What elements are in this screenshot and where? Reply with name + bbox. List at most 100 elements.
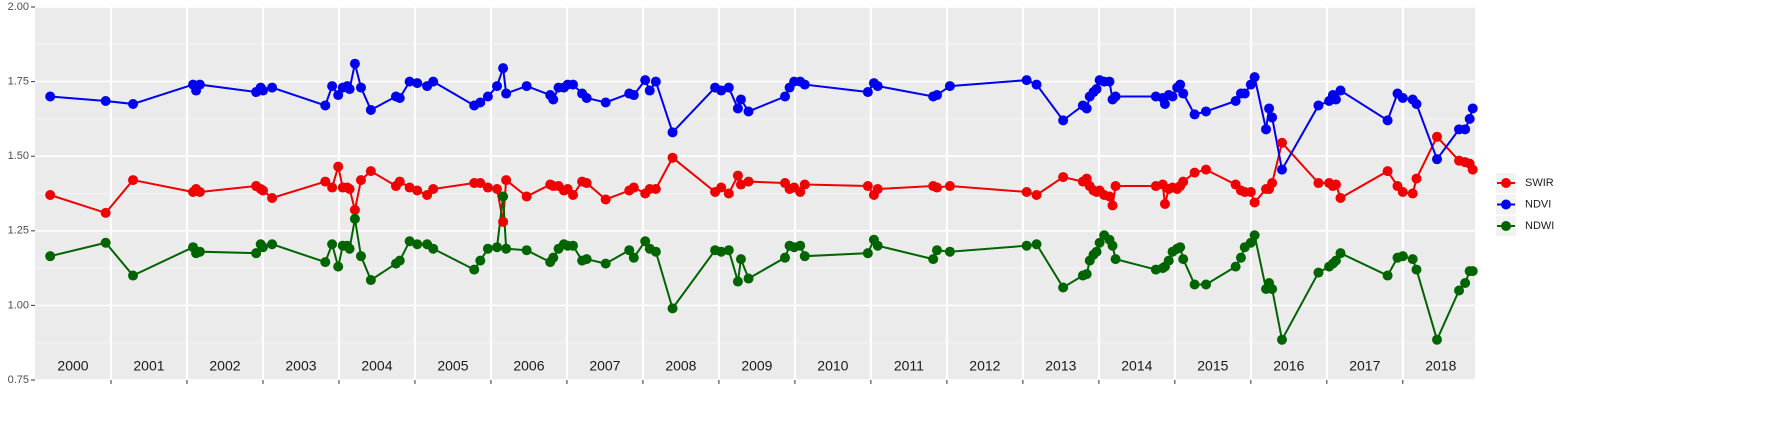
point bbox=[349, 204, 360, 215]
point bbox=[45, 91, 56, 102]
point bbox=[1407, 254, 1418, 265]
point bbox=[1058, 282, 1069, 293]
point bbox=[735, 94, 746, 105]
point bbox=[743, 273, 754, 284]
point bbox=[320, 176, 331, 187]
point bbox=[267, 192, 278, 203]
point bbox=[795, 187, 806, 198]
point bbox=[327, 81, 338, 92]
point bbox=[1081, 103, 1092, 114]
point bbox=[521, 245, 532, 256]
point bbox=[1175, 242, 1186, 253]
point bbox=[194, 79, 205, 90]
point bbox=[1094, 237, 1105, 248]
point bbox=[862, 248, 873, 259]
point bbox=[251, 248, 262, 259]
point bbox=[931, 90, 942, 101]
point bbox=[650, 76, 661, 87]
point bbox=[320, 100, 331, 111]
point bbox=[45, 189, 56, 200]
year-label: 2000 bbox=[57, 358, 88, 374]
point bbox=[600, 258, 611, 269]
point bbox=[267, 82, 278, 93]
y-tick-label: 1.75 bbox=[8, 76, 29, 88]
point bbox=[1081, 269, 1092, 280]
point bbox=[365, 166, 376, 177]
year-label: 2004 bbox=[361, 358, 392, 374]
point bbox=[1031, 239, 1042, 250]
point bbox=[475, 255, 486, 266]
point bbox=[795, 240, 806, 251]
year-label: 2001 bbox=[133, 358, 164, 374]
legend-label: SWIR bbox=[1525, 177, 1554, 189]
point bbox=[344, 184, 355, 195]
point bbox=[1091, 84, 1102, 95]
point bbox=[1276, 137, 1287, 148]
point bbox=[628, 182, 639, 193]
point bbox=[1467, 164, 1478, 175]
point bbox=[501, 88, 512, 99]
point bbox=[1313, 178, 1324, 189]
point bbox=[100, 237, 111, 248]
point bbox=[100, 207, 111, 218]
point bbox=[1200, 164, 1211, 175]
point bbox=[1178, 176, 1189, 187]
point bbox=[1249, 230, 1260, 241]
point bbox=[624, 245, 635, 256]
point bbox=[716, 85, 727, 96]
point bbox=[1104, 191, 1115, 202]
point bbox=[412, 78, 423, 89]
point bbox=[45, 251, 56, 262]
point bbox=[1397, 251, 1408, 262]
point bbox=[581, 93, 592, 104]
point bbox=[1178, 88, 1189, 99]
point bbox=[780, 252, 791, 263]
point bbox=[1230, 261, 1241, 272]
point bbox=[1189, 109, 1200, 120]
point bbox=[723, 245, 734, 256]
point bbox=[723, 188, 734, 199]
point bbox=[1267, 112, 1278, 123]
point bbox=[521, 81, 532, 92]
point bbox=[194, 187, 205, 198]
point bbox=[872, 184, 883, 195]
point bbox=[944, 81, 955, 92]
point bbox=[267, 239, 278, 250]
point bbox=[600, 194, 611, 205]
y-tick-label: 0.75 bbox=[8, 374, 29, 386]
point bbox=[1454, 285, 1465, 296]
point bbox=[568, 189, 579, 200]
point bbox=[492, 242, 503, 253]
year-label: 2007 bbox=[589, 358, 620, 374]
point bbox=[333, 261, 344, 272]
point bbox=[1189, 279, 1200, 290]
year-label: 2010 bbox=[817, 358, 848, 374]
point bbox=[482, 91, 493, 102]
point bbox=[355, 251, 366, 262]
point bbox=[1313, 267, 1324, 278]
legend-key-point bbox=[1501, 221, 1511, 231]
point bbox=[1110, 254, 1121, 265]
point bbox=[1058, 172, 1069, 183]
legend-key-point bbox=[1501, 178, 1511, 188]
point bbox=[498, 191, 509, 202]
point bbox=[667, 303, 678, 314]
point bbox=[1276, 334, 1287, 345]
point bbox=[1397, 93, 1408, 104]
point bbox=[1091, 246, 1102, 257]
point bbox=[732, 276, 743, 287]
point bbox=[1330, 255, 1341, 266]
point bbox=[1382, 115, 1393, 126]
point bbox=[1200, 279, 1211, 290]
point bbox=[799, 251, 810, 262]
point bbox=[1107, 200, 1118, 211]
point bbox=[735, 254, 746, 265]
point bbox=[394, 93, 405, 104]
point bbox=[1397, 187, 1408, 198]
legend-key-point bbox=[1501, 199, 1511, 210]
point bbox=[628, 90, 639, 101]
point bbox=[344, 243, 355, 254]
point bbox=[1460, 124, 1471, 135]
point bbox=[492, 81, 503, 92]
